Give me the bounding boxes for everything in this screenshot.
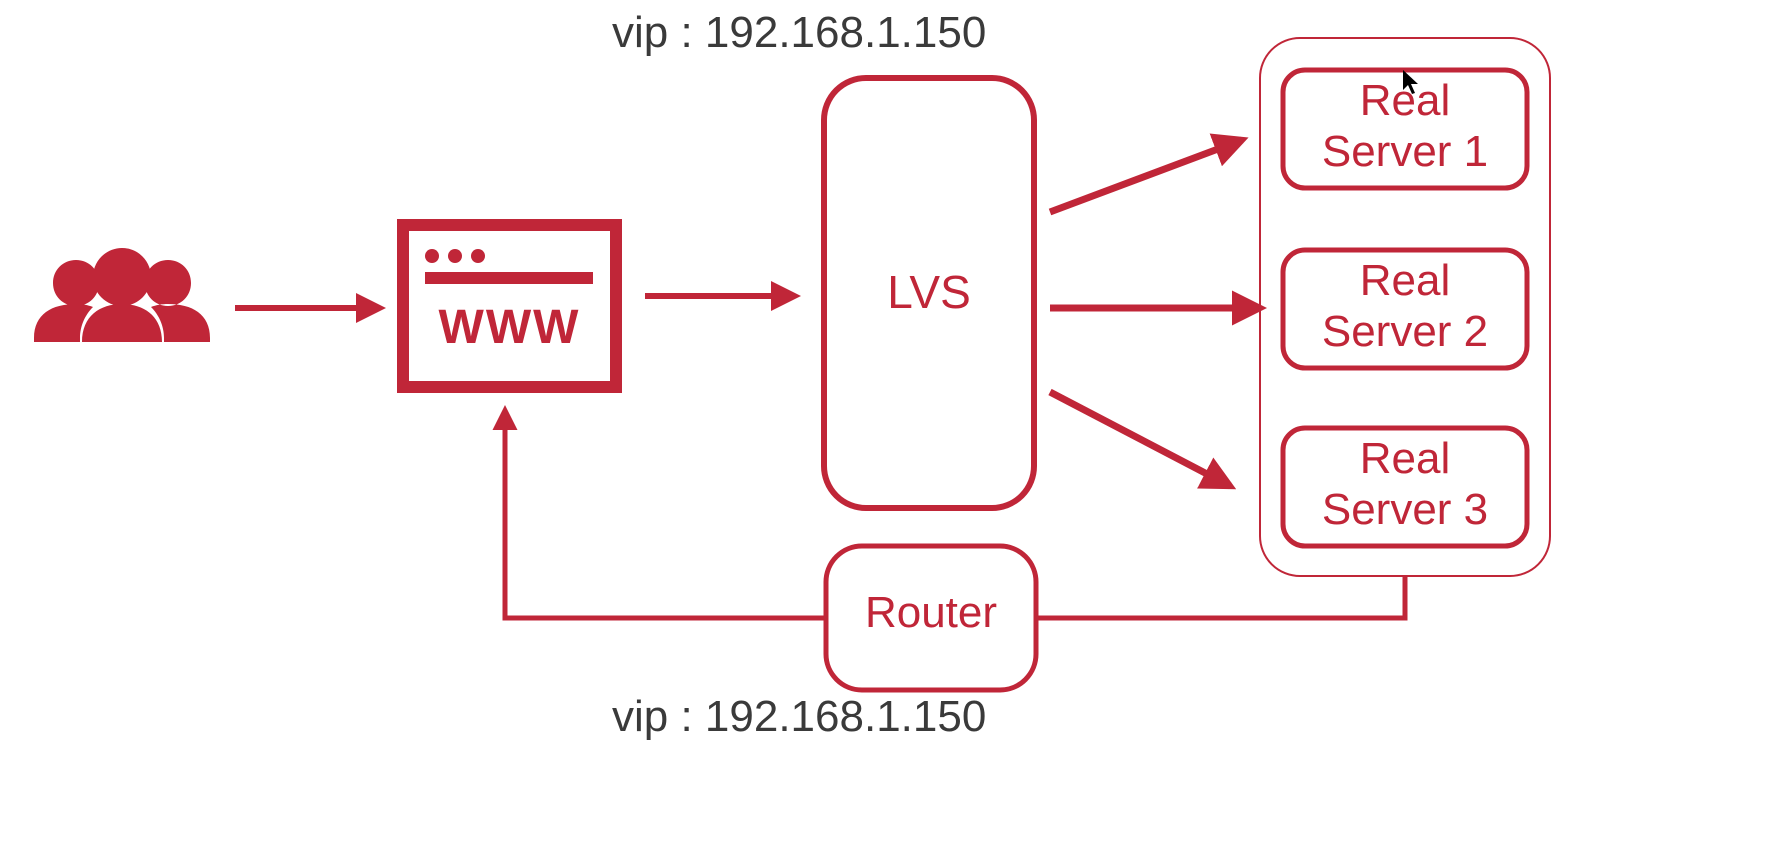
vip-bottom-label: vip : 192.168.1.150 [612, 692, 986, 742]
browser-www-text: WWW [403, 300, 616, 355]
server1-label: Real Server 1 [1283, 76, 1527, 177]
edge-lvs-to-s1 [1050, 140, 1242, 212]
edge-return-path-2 [505, 410, 826, 618]
users-icon [34, 248, 210, 342]
router-label: Router [826, 588, 1036, 639]
server3-label: Real Server 3 [1283, 434, 1527, 535]
server2-label: Real Server 2 [1283, 256, 1527, 357]
lvs-label: LVS [824, 266, 1034, 319]
edge-return-path [1036, 576, 1405, 618]
vip-top-label: vip : 192.168.1.150 [612, 8, 986, 58]
edge-lvs-to-s3 [1050, 392, 1230, 486]
